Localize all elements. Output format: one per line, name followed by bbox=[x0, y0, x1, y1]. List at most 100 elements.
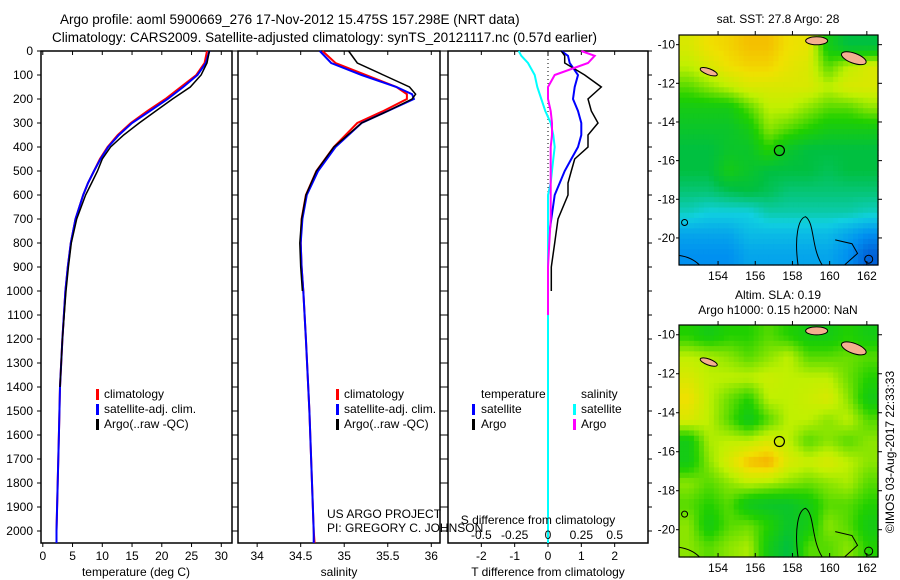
map-cell bbox=[683, 176, 690, 182]
map-cell bbox=[783, 351, 790, 358]
map-cell bbox=[713, 82, 720, 88]
map-cell bbox=[748, 462, 755, 468]
map-cell bbox=[843, 535, 849, 542]
map-cell bbox=[778, 259, 785, 266]
map-cell bbox=[708, 212, 715, 219]
map-cell bbox=[788, 150, 795, 156]
map-cell bbox=[698, 35, 705, 41]
map-cell bbox=[688, 509, 695, 516]
map-cell bbox=[713, 499, 720, 505]
map-cell bbox=[818, 228, 824, 235]
map-cell bbox=[703, 535, 710, 542]
map-cell bbox=[848, 467, 854, 474]
map-cell bbox=[679, 335, 685, 342]
map-cell bbox=[773, 217, 780, 224]
map-cell bbox=[703, 165, 710, 172]
map-cell bbox=[858, 118, 864, 125]
map-cell bbox=[768, 35, 775, 41]
y-tick-label: 200 bbox=[13, 92, 33, 106]
map-cell bbox=[803, 134, 809, 141]
map-cell bbox=[758, 35, 765, 41]
map-cell bbox=[873, 66, 879, 73]
map-cell bbox=[798, 244, 804, 250]
map-cell bbox=[713, 446, 720, 453]
map-cell bbox=[788, 393, 795, 400]
map-cell bbox=[773, 514, 780, 521]
map-cell bbox=[753, 87, 760, 94]
map-cell bbox=[778, 546, 785, 553]
map-cell bbox=[823, 144, 829, 151]
map-cell bbox=[863, 377, 869, 384]
map-cell bbox=[733, 155, 740, 162]
map-cell bbox=[693, 525, 700, 532]
map-cell bbox=[833, 488, 839, 495]
legend-swatch bbox=[96, 404, 99, 415]
map-cell bbox=[713, 170, 720, 177]
map-cell bbox=[798, 346, 804, 352]
map-cell bbox=[858, 488, 864, 495]
map-cell bbox=[768, 514, 775, 521]
map-cell bbox=[748, 212, 755, 219]
map-cell bbox=[873, 520, 879, 526]
map-cell bbox=[758, 441, 765, 447]
map-cell bbox=[793, 435, 799, 442]
map-cell bbox=[718, 207, 725, 214]
map-cell bbox=[763, 393, 770, 400]
map-cell bbox=[698, 71, 705, 78]
map-cell bbox=[773, 108, 780, 115]
map-cell bbox=[858, 207, 864, 214]
map-cell bbox=[758, 259, 765, 266]
map-cell bbox=[803, 535, 809, 542]
map-cell bbox=[703, 139, 710, 146]
map-cell bbox=[853, 393, 859, 400]
map-cell bbox=[718, 367, 725, 374]
map-cell bbox=[783, 97, 790, 104]
map-cell bbox=[823, 113, 829, 120]
map-cell bbox=[713, 398, 720, 405]
map-cell bbox=[679, 340, 685, 347]
map-cell bbox=[718, 123, 725, 130]
y-tick-label: 1400 bbox=[6, 380, 33, 394]
map-cell bbox=[798, 191, 804, 198]
map-cell bbox=[848, 441, 854, 447]
map-cell bbox=[813, 144, 819, 151]
map-cell bbox=[723, 118, 730, 125]
map-cell bbox=[848, 113, 854, 120]
map-cell bbox=[728, 259, 735, 266]
map-cell bbox=[728, 388, 735, 395]
map-cell bbox=[863, 191, 869, 198]
map-cell bbox=[818, 45, 824, 52]
map-cell bbox=[758, 435, 765, 442]
map-cell bbox=[703, 92, 710, 99]
map-cell bbox=[848, 351, 854, 358]
map-cell bbox=[768, 181, 775, 188]
map-cell bbox=[813, 118, 819, 125]
map-cell bbox=[788, 372, 795, 379]
map-cell bbox=[728, 254, 735, 261]
map-cell bbox=[703, 108, 710, 115]
map-cell bbox=[688, 233, 695, 240]
map-cell bbox=[679, 165, 685, 172]
legend-label: satellite bbox=[481, 402, 522, 416]
map-cell bbox=[838, 414, 844, 421]
map-cell bbox=[693, 351, 700, 358]
map-cell bbox=[858, 202, 864, 209]
map-cell bbox=[848, 82, 854, 88]
map-cell bbox=[823, 414, 829, 421]
map-cell bbox=[873, 191, 879, 198]
profile-line-climatology bbox=[55, 50, 208, 543]
map-cell bbox=[738, 435, 745, 442]
map-cell bbox=[783, 254, 790, 261]
map-cell bbox=[743, 456, 750, 463]
map-cell bbox=[843, 514, 849, 521]
map-cell bbox=[803, 462, 809, 468]
map-cell bbox=[783, 430, 790, 437]
map-cell bbox=[828, 223, 834, 230]
map-cell bbox=[828, 377, 834, 384]
map-cell bbox=[758, 244, 765, 250]
map-cell bbox=[838, 446, 844, 453]
map-cell bbox=[778, 340, 785, 347]
map-cell bbox=[688, 483, 695, 490]
map-cell bbox=[743, 155, 750, 162]
map-cell bbox=[683, 139, 690, 146]
